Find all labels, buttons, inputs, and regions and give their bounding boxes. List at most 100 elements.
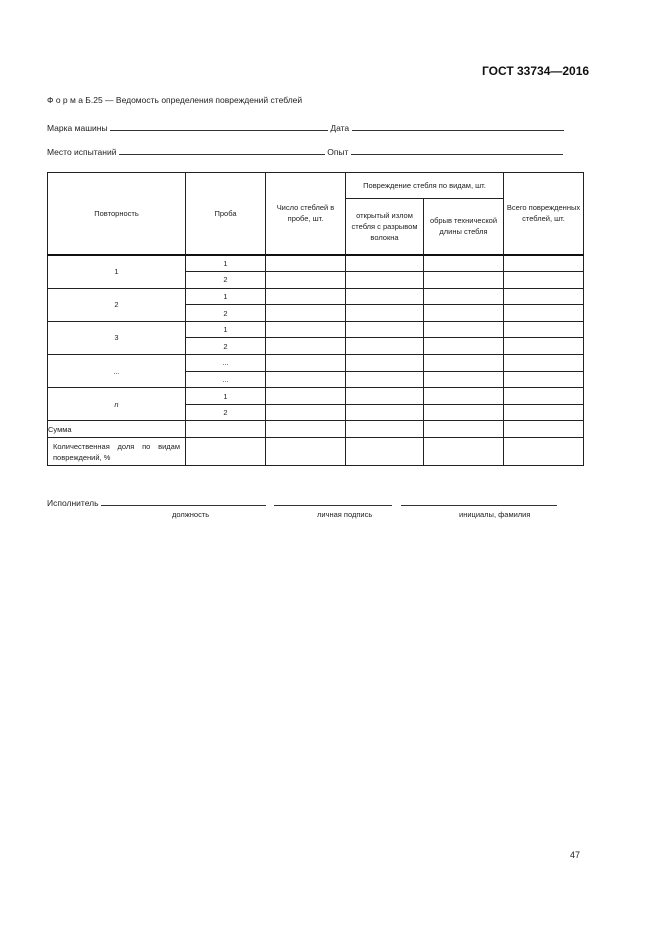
- header-total: Всего поврежденных стеблей, шт.: [503, 172, 584, 255]
- cell: [265, 437, 346, 467]
- cell: [503, 370, 584, 389]
- repeat-cell: 2: [47, 287, 186, 322]
- cell: [265, 403, 346, 422]
- share-label: Количественная доля по видам повреждений…: [47, 437, 186, 467]
- signature-line: [274, 496, 393, 506]
- damage-table: Повторность Проба Число стеблей в пробе,…: [47, 172, 584, 467]
- cell: [265, 287, 346, 306]
- place-line: [118, 145, 325, 155]
- machine-label: Марка машины: [47, 123, 108, 133]
- sample-cell: 1: [185, 253, 266, 273]
- cell: [265, 320, 346, 339]
- cell: [345, 304, 424, 322]
- table-row: ......: [47, 354, 584, 389]
- sample-cell: 1: [185, 387, 266, 405]
- cell: [423, 253, 504, 273]
- cell: [345, 354, 424, 372]
- cell: [423, 420, 504, 439]
- cell: [423, 304, 504, 322]
- cell: [423, 320, 504, 339]
- name-caption: инициалы, фамилия: [459, 510, 531, 519]
- repeat-cell: 1: [47, 253, 186, 289]
- cell: [345, 403, 424, 422]
- cell: [423, 337, 504, 356]
- sample-cell: 2: [185, 304, 266, 322]
- machine-field: Марка машины Дата: [47, 121, 564, 133]
- position-caption: должность: [172, 510, 210, 519]
- cell: [503, 354, 584, 372]
- sample-cell: 2: [185, 271, 266, 289]
- cell: [265, 370, 346, 389]
- cell: [423, 287, 504, 306]
- name-line: [400, 496, 557, 506]
- header-sample: Проба: [185, 172, 266, 255]
- cell: [345, 420, 424, 439]
- header-damage-open: открытый излом стебля с разрывом волокна: [345, 198, 424, 255]
- header-damage-group: Повреждение стебля по видам, шт.: [345, 172, 504, 199]
- cell: [503, 420, 584, 439]
- cell: [345, 253, 424, 273]
- cell: [423, 370, 504, 389]
- place-label: Место испытаний: [47, 147, 117, 157]
- cell: [423, 437, 504, 467]
- cell: [265, 354, 346, 372]
- date-label: Дата: [330, 123, 350, 133]
- sample-cell: 1: [185, 287, 266, 306]
- cell: [265, 271, 346, 289]
- place-field: Место испытаний Опыт: [47, 145, 563, 157]
- table-row: 2: [48, 304, 584, 322]
- cell: [345, 287, 424, 306]
- machine-line: [109, 121, 328, 131]
- cell: [423, 354, 504, 372]
- cell: [503, 304, 584, 322]
- performer-field: Исполнитель: [47, 496, 557, 508]
- cell: [265, 337, 346, 356]
- sample-cell: 1: [185, 320, 266, 339]
- experiment-line: [350, 145, 563, 155]
- cell: [503, 320, 584, 339]
- cell: [345, 320, 424, 339]
- cell: [503, 253, 584, 273]
- header-repeat: Повторность: [47, 172, 186, 255]
- header-count: Число стеблей в пробе, шт.: [265, 172, 346, 255]
- cell: [345, 271, 424, 289]
- cell: [503, 387, 584, 405]
- repeat-cell: 3: [47, 320, 186, 356]
- sum-label: Сумма: [47, 420, 186, 439]
- cell: [265, 387, 346, 405]
- cell: [423, 403, 504, 422]
- header-damage-break: обрыв технической длины стебля: [423, 198, 504, 255]
- cell: [423, 271, 504, 289]
- cell: [345, 437, 424, 467]
- cell: [503, 287, 584, 306]
- cell: [345, 387, 424, 405]
- document-id: ГОСТ 33734—2016: [482, 64, 590, 78]
- cell: [503, 403, 584, 422]
- signature-caption: личная подпись: [317, 510, 373, 519]
- cell: [265, 253, 346, 273]
- cell: [345, 337, 424, 356]
- cell: [503, 271, 584, 289]
- sample-cell: ...: [185, 354, 266, 372]
- cell: [185, 437, 266, 467]
- performer-label: Исполнитель: [47, 498, 99, 508]
- cell: [265, 304, 346, 322]
- sample-cell: 2: [185, 337, 266, 356]
- cell: [265, 420, 346, 439]
- sample-cell: 2: [185, 403, 266, 422]
- position-line: [100, 496, 266, 506]
- form-title: Ф о р м а Б.25 — Ведомость определения п…: [47, 95, 303, 105]
- sample-cell: ...: [185, 370, 266, 389]
- repeat-cell: n: [47, 387, 186, 422]
- cell: [423, 387, 504, 405]
- repeat-cell: ...: [47, 354, 186, 389]
- cell: [503, 337, 584, 356]
- date-line: [351, 121, 564, 131]
- cell: [503, 437, 584, 467]
- cell: [185, 420, 266, 439]
